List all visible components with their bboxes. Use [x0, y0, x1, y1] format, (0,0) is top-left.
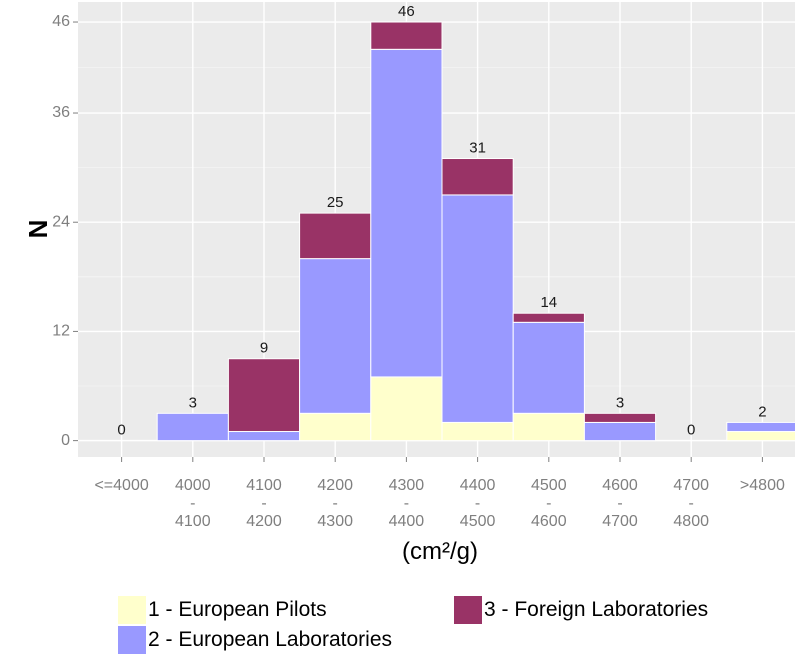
- legend-item-european-laboratories: 2 - European Laboratories: [118, 626, 392, 654]
- x-tick-label: 4400 -4500: [460, 477, 496, 530]
- bar-segment-series-1-cat-9: [726, 431, 795, 442]
- bar-segment-series-2-cat-3: [299, 258, 372, 414]
- legend-item-foreign-laboratories: 3 - Foreign Laboratories: [454, 596, 708, 624]
- bar-segment-series-2-cat-9: [726, 421, 795, 433]
- total-label-cat-1: 3: [189, 394, 197, 411]
- bar-segment-series-3-cat-5: [441, 158, 514, 196]
- chart-legend: 1 - European Pilots 3 - Foreign Laborato…: [118, 596, 778, 660]
- bar-segment-series-2-cat-2: [227, 431, 301, 442]
- total-label-cat-8: 0: [687, 422, 695, 439]
- y-tick-label: 12: [52, 323, 70, 340]
- bar-segment-series-2-cat-5: [441, 194, 514, 423]
- legend-item-european-pilots: 1 - European Pilots: [118, 596, 327, 624]
- total-label-cat-6: 14: [540, 294, 557, 311]
- legend-swatch-foreign-laboratories: [454, 596, 482, 624]
- bar-segment-series-3-cat-2: [227, 358, 301, 433]
- y-tick-label: 24: [52, 213, 70, 230]
- legend-label-foreign-laboratories: 3 - Foreign Laboratories: [484, 598, 709, 621]
- bar-segment-series-1-cat-3: [299, 412, 372, 442]
- bar-segment-series-2-cat-1: [156, 412, 229, 442]
- legend-swatch-european-pilots: [118, 596, 146, 624]
- bar-segment-series-1-cat-6: [512, 412, 585, 442]
- x-tick-label: 4700 -4800: [673, 477, 709, 530]
- total-label-cat-9: 2: [758, 403, 766, 420]
- total-label-cat-4: 46: [398, 3, 415, 20]
- y-tick-label: 36: [52, 104, 70, 121]
- bar-segment-series-3-cat-4: [370, 21, 443, 50]
- total-label-cat-5: 31: [469, 140, 486, 157]
- legend-label-european-pilots: 1 - European Pilots: [148, 598, 327, 621]
- x-tick-label: 4000 -4100: [175, 477, 211, 530]
- bar-segment-series-1-cat-4: [370, 376, 443, 442]
- x-tick-label: 4200 -4300: [317, 477, 353, 530]
- legend-swatch-european-laboratories: [118, 626, 146, 654]
- y-tick-label: 46: [52, 13, 70, 30]
- bar-segment-series-2-cat-7: [583, 421, 657, 442]
- y-tick-label: 0: [61, 432, 70, 449]
- x-tick-label: 4100 -4200: [246, 477, 282, 530]
- x-tick-label: 4500 -4600: [531, 477, 567, 530]
- bar-segment-series-2-cat-4: [370, 48, 443, 378]
- total-label-cat-0: 0: [117, 422, 125, 439]
- bar-segment-series-2-cat-6: [512, 321, 585, 414]
- x-tick-label: >4800: [740, 477, 785, 494]
- legend-label-european-laboratories: 2 - European Laboratories: [148, 628, 392, 651]
- bar-segment-series-3-cat-6: [512, 312, 585, 323]
- total-label-cat-2: 9: [260, 340, 268, 357]
- y-axis-title: N: [23, 220, 53, 239]
- total-label-cat-7: 3: [616, 394, 624, 411]
- bar-segment-series-3-cat-3: [299, 212, 372, 260]
- x-tick-label: 4300 -4400: [389, 477, 425, 530]
- stacked-histogram-chart: 0 3 9 25 46 31 14 3 0 2 0 12 24 36 46 <=4000 4000 -4100…: [23, 2, 795, 565]
- y-axis-ticks: 0 12 24 36 46: [52, 13, 78, 449]
- bar-segment-series-3-cat-7: [583, 412, 657, 423]
- total-label-cat-3: 25: [327, 194, 344, 211]
- x-axis-ticks: <=4000 4000 -4100 4100 -4200 4200 -4300 4300 -44…: [94, 457, 785, 530]
- bar-segment-series-1-cat-5: [441, 421, 514, 442]
- bar-stack-group: [156, 21, 795, 442]
- x-axis-title: (cm²/g): [402, 538, 478, 565]
- x-tick-label: <=4000: [94, 477, 148, 494]
- x-tick-label: 4600 -4700: [602, 477, 638, 530]
- total-label-group: 0 3 9 25 46 31 14 3 0 2: [117, 3, 766, 439]
